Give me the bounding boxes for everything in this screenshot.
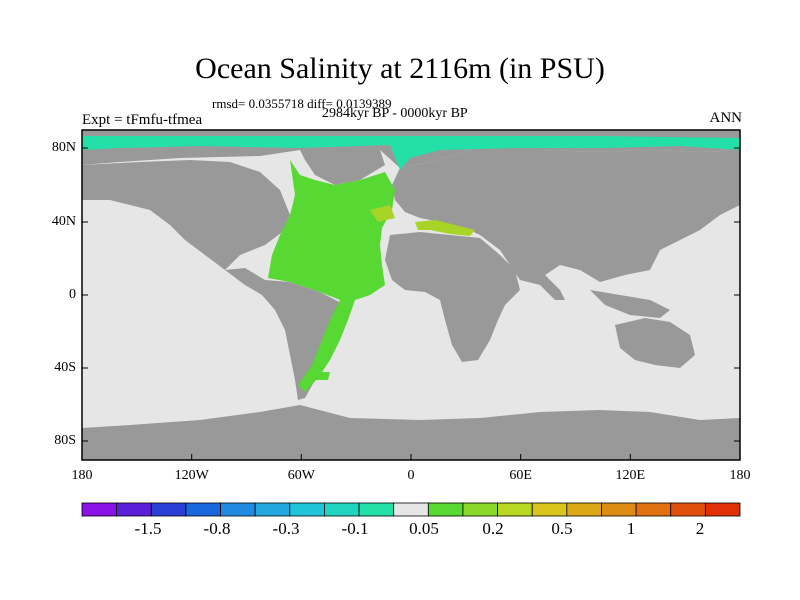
lat-label-80n: 80N [51,140,76,155]
anomaly-atlantic-positive [268,160,395,392]
experiment-line: Expt = tFmfu-tfmea [82,112,203,128]
period-line: 2984kyr BP - 0000kyr BP [322,106,468,121]
colorbar-swatch-16 [601,502,637,517]
stats-line: rmsd= 0.0355718 diff= 0.0139389 [212,96,392,111]
colorbar-label-6: 0.2 [482,519,504,538]
map-panel [82,130,740,460]
map-ticks [82,147,740,460]
lon-label-60e: 60E [509,468,532,483]
colorbar-swatch-10 [393,502,429,517]
colorbar-label-7: 0.5 [551,519,573,538]
land-australia [615,318,695,368]
land-south-asia [500,250,565,300]
colorbar-swatch-12 [462,502,498,517]
lat-label-40n: 40N [51,214,76,229]
lon-label-180w: 180 [71,468,93,483]
land-indonesia [590,290,670,318]
land-greenland [300,150,385,185]
lon-label-180e: 180 [729,468,751,483]
colorbar-label-5: 0.05 [409,519,439,538]
colorbar-swatch-3 [150,502,187,517]
colorbar-label-8: 1 [626,519,636,538]
lat-label-0: 0 [69,287,76,302]
anomaly-north-atlantic-patch [370,205,395,222]
lon-label-120e: 120E [615,468,646,483]
colorbar [81,502,741,517]
lon-label-0: 0 [407,468,415,483]
colorbar-swatch-14 [531,502,568,517]
land-africa [385,232,520,362]
colorbar-swatch-1 [81,502,118,517]
colorbar-label-1: -1.5 [134,519,162,538]
anomaly-mediterranean [415,220,475,236]
colorbar-swatch-2 [116,502,152,517]
lat-label-40s: 40S [54,360,76,375]
lat-label-80s: 80S [54,433,76,448]
colorbar-swatch-11 [427,502,464,517]
land-antarctica [82,405,740,460]
colorbar-swatch-5 [220,502,256,517]
colorbar-label-9: 2 [695,519,705,538]
colorbar-swatch-13 [497,502,533,517]
colorbar-label-2: -0.8 [203,519,231,538]
land-eurasia [392,150,740,282]
land-north-america [82,160,290,270]
lon-label-60w: 60W [287,468,315,483]
colorbar-swatch-7 [289,502,325,517]
colorbar-swatch-8 [324,502,360,517]
colorbar-swatch-15 [566,502,602,517]
colorbar-swatch-6 [254,502,291,517]
lon-label-120w: 120W [174,468,209,483]
map-title: Ocean Salinity at 2116m (in PSU) [195,52,605,85]
colorbar-swatch-18 [670,502,706,517]
anomaly-arctic-negative [82,136,740,170]
anomaly-south-atlantic [308,372,330,380]
colorbar-swatch-19 [704,502,741,517]
colorbar-label-3: -0.3 [272,519,300,538]
season-label: ANN [709,110,743,126]
colorbar-swatch-4 [185,502,221,517]
colorbar-swatch-17 [635,502,672,517]
colorbar-label-4: -0.1 [341,519,369,538]
colorbar-swatch-9 [358,502,395,517]
